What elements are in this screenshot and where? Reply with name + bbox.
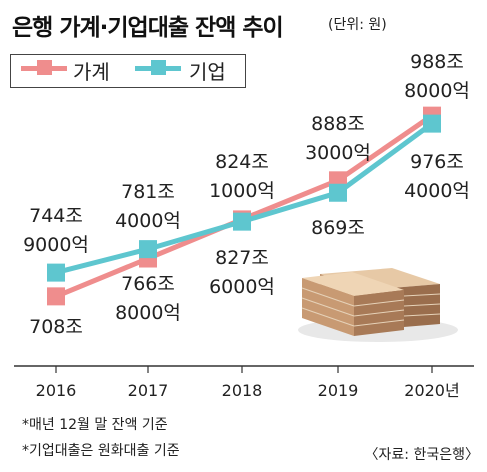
data-label-business: 744조 [29,205,83,227]
data-label-household: 827조 [215,247,269,269]
data-label-business: 824조 [215,151,269,173]
data-label-business: 4000억 [404,180,470,202]
data-point-business [233,212,251,231]
money-bill-lines [301,287,441,327]
footnote-2: *기업대출은 원화대출 기준 [22,443,180,459]
data-label-business: 976조 [410,151,464,173]
x-tick-label: 2017 [128,381,169,400]
source-label: 〈자료: 한국은행〉 [364,447,479,463]
legend-business-swatch-marker [151,60,166,75]
data-label-business: 9000억 [23,234,89,256]
x-tick-label: 2019 [318,381,359,400]
x-axis: 2016 2017 2018 2019 2020년 [14,365,474,400]
series-layer [47,106,441,306]
data-label-business: 1000억 [209,180,275,202]
x-tick-label: 2016 [36,381,77,400]
legend-business-label: 기업 [189,60,226,84]
legend-household-label: 가계 [73,60,110,84]
data-point-household [47,287,65,306]
data-label-layer: 708조 766조 8000억 827조 6000억 888조 3000억 988조 8000억… [23,51,470,338]
footnote-1: *매년 12월 말 잔액 기준 [22,417,168,433]
data-point-business [423,114,441,133]
data-label-household: 8000억 [115,302,181,324]
data-label-household: 766조 [121,273,175,295]
data-label-household: 6000억 [209,276,275,298]
data-label-household: 888조 [311,113,365,135]
data-point-business [329,183,347,202]
data-label-household: 8000억 [404,80,470,102]
chart-title: 은행 가계·기업대출 잔액 추이 [12,15,284,41]
x-tick-label: 2018 [222,381,263,400]
data-label-household: 988조 [410,51,464,73]
data-label-business: 869조 [311,217,365,239]
legend: 가계 기업 [10,54,246,88]
data-label-business: 4000억 [115,210,181,232]
x-tick-label: 2020년 [404,381,459,400]
money-stack-illustration [298,268,458,342]
data-point-business [139,240,157,259]
legend-household-swatch-marker [37,60,52,75]
data-point-business [47,263,65,282]
data-label-household: 708조 [29,316,83,338]
money-top-front [302,272,404,296]
data-label-household: 3000억 [305,142,371,164]
series-line-household [55,113,434,299]
unit-label: (단위: 원) [328,17,387,33]
data-label-business: 781조 [121,181,175,203]
